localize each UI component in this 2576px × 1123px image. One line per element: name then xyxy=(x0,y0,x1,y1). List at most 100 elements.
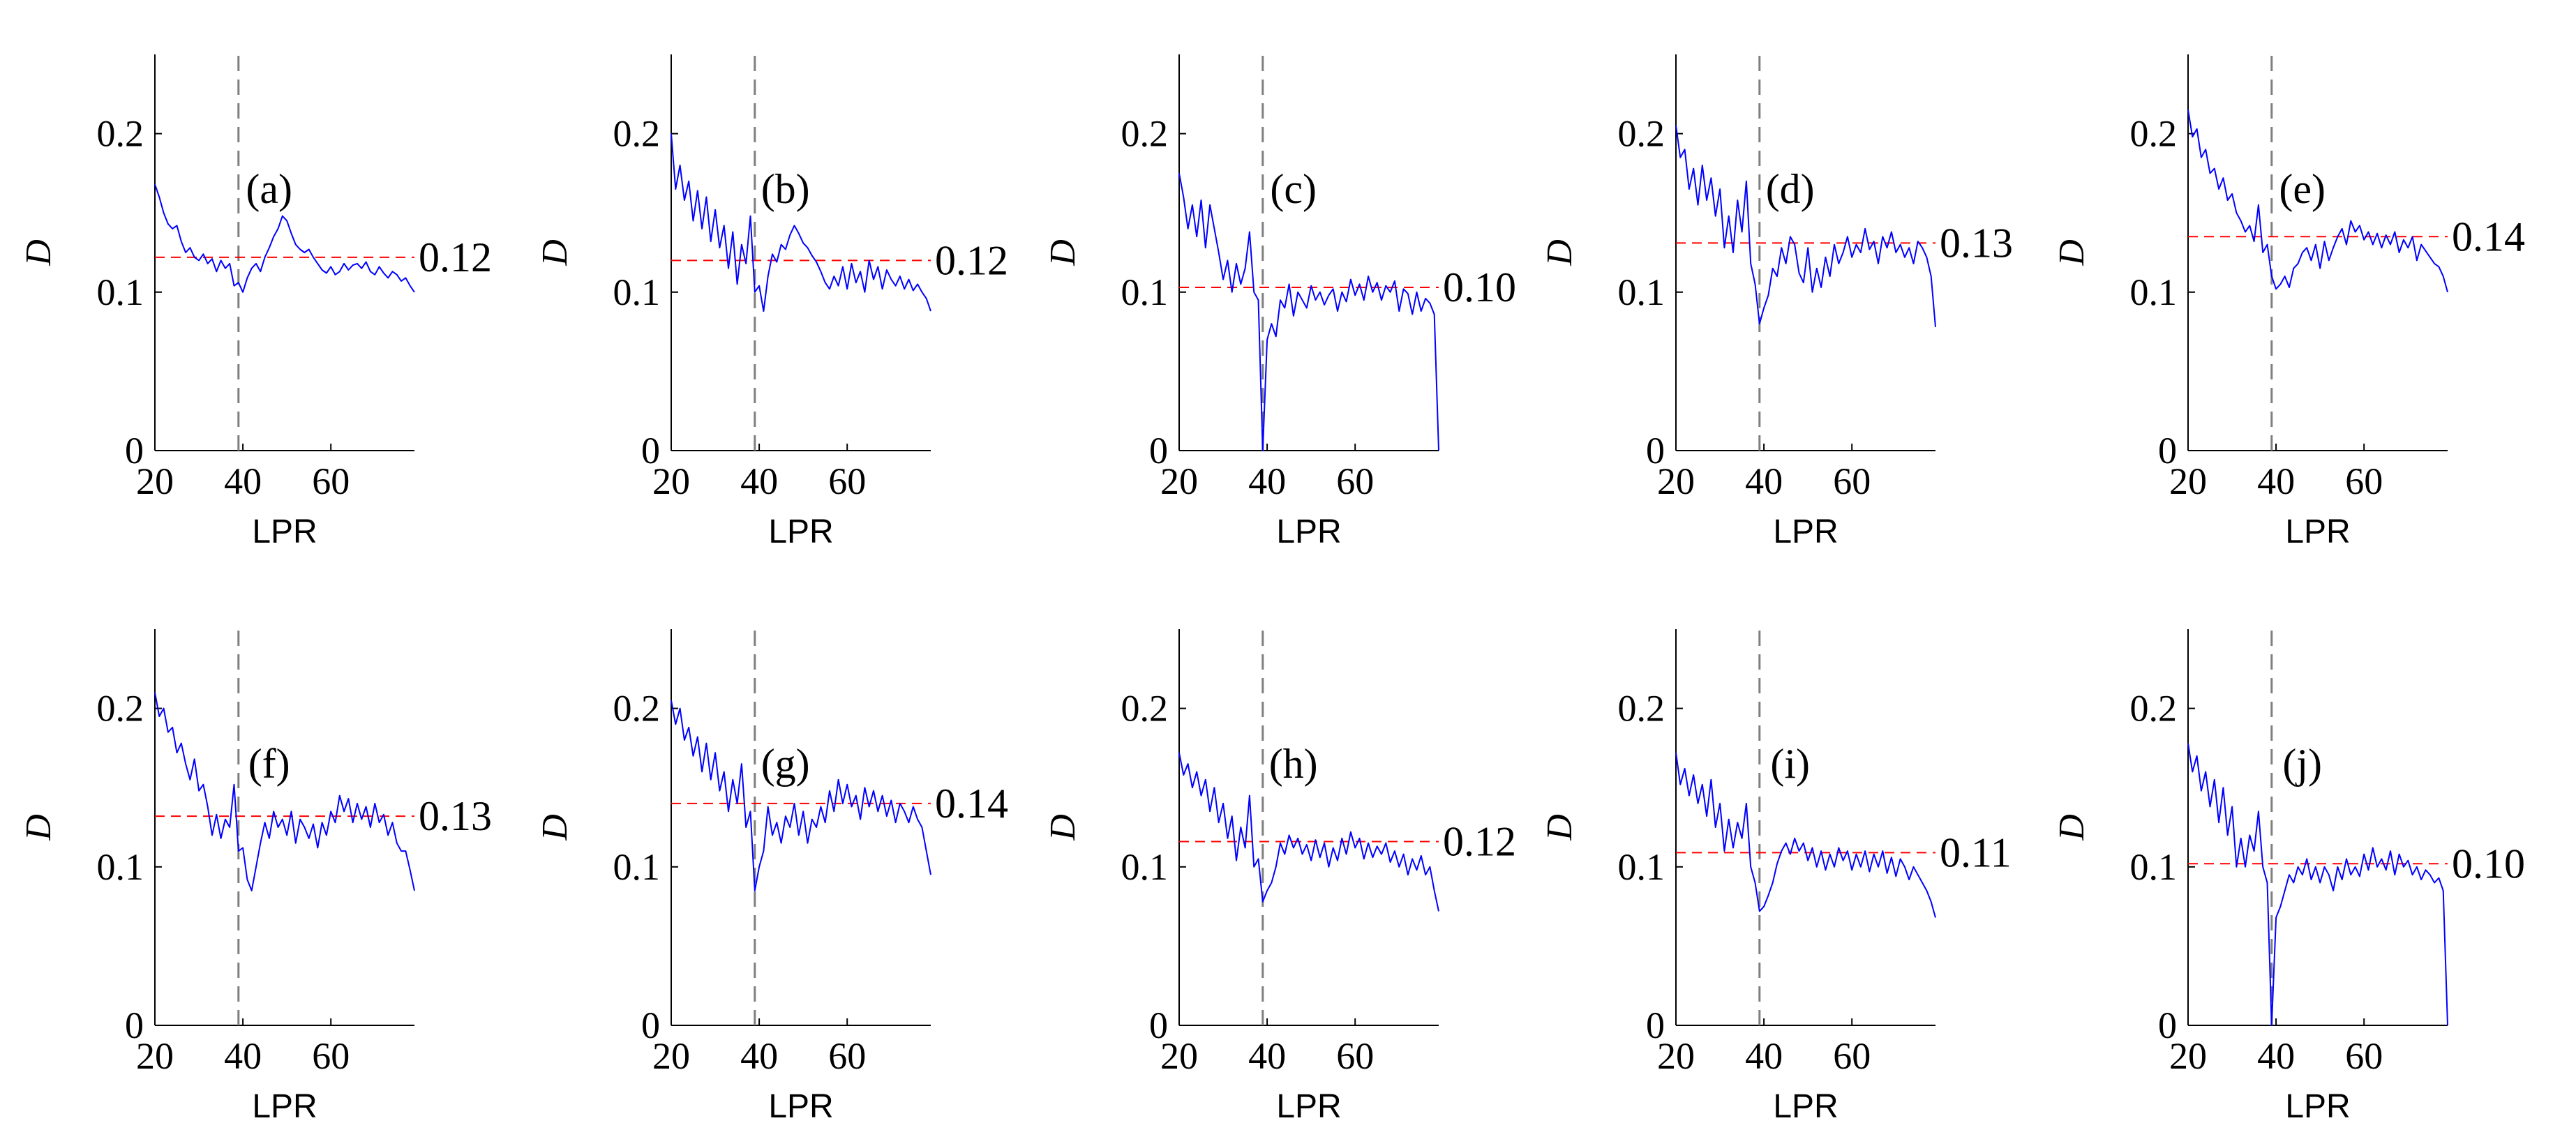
y-tick-label: 0 xyxy=(2158,430,2177,472)
series-line xyxy=(2187,110,2448,293)
x-tick-label: 20 xyxy=(1160,460,1198,502)
reference-value-label: 0.13 xyxy=(1940,220,2013,266)
panel-label: (f) xyxy=(248,741,290,787)
x-tick-label: 60 xyxy=(828,460,866,502)
reference-value-label: 0.12 xyxy=(419,234,492,280)
y-tick-label: 0 xyxy=(1149,1004,1168,1046)
x-tick-label: 20 xyxy=(1657,460,1695,502)
y-tick-label: 0 xyxy=(641,430,660,472)
y-tick-label: 0 xyxy=(1646,430,1665,472)
x-tick-label: 60 xyxy=(1833,460,1871,502)
y-axis-label: D xyxy=(535,814,575,841)
y-axis-label: D xyxy=(1540,239,1580,266)
y-axis-label: D xyxy=(2052,239,2092,266)
x-tick-label: 20 xyxy=(652,460,690,502)
x-tick-label: 20 xyxy=(136,1035,174,1077)
y-tick-label: 0.1 xyxy=(613,271,661,313)
x-tick-label: 40 xyxy=(1248,1035,1286,1077)
x-axis-label: LPR xyxy=(252,1088,317,1123)
x-tick-label: 40 xyxy=(224,1035,262,1077)
panel-label: (j) xyxy=(2282,741,2322,787)
panel-label: (c) xyxy=(1270,166,1317,212)
reference-value-label: 0.14 xyxy=(935,781,1008,827)
y-tick-label: 0.2 xyxy=(1121,113,1169,155)
y-tick-label: 0.1 xyxy=(1121,846,1169,888)
x-tick-label: 60 xyxy=(2345,460,2383,502)
y-tick-label: 0.1 xyxy=(2130,846,2178,888)
chart-panel: 0 0.1 0.2 20 40 60 LPR D (c) 0.10 xyxy=(1043,54,1516,550)
series-line xyxy=(2187,743,2448,1026)
x-axis-label: LPR xyxy=(768,1088,833,1123)
x-tick-label: 20 xyxy=(2169,460,2207,502)
series-line xyxy=(154,692,415,891)
panel-label: (g) xyxy=(761,741,810,787)
reference-value-label: 0.13 xyxy=(419,793,492,839)
y-axis-label: D xyxy=(19,814,59,841)
x-tick-label: 60 xyxy=(312,1035,350,1077)
chart-panel: 0 0.1 0.2 20 40 60 LPR D (a) 0.12 xyxy=(19,54,492,550)
x-axis-label: LPR xyxy=(1276,513,1341,550)
y-tick-label: 0 xyxy=(125,430,144,472)
panel-label: (b) xyxy=(761,166,810,212)
y-tick-label: 0 xyxy=(1646,1004,1665,1046)
x-tick-label: 60 xyxy=(2345,1035,2383,1077)
panel-label: (d) xyxy=(1766,166,1815,212)
x-tick-label: 20 xyxy=(136,460,174,502)
series-line xyxy=(1675,126,1936,327)
series-line xyxy=(671,133,931,312)
y-tick-label: 0.2 xyxy=(97,688,144,730)
x-tick-label: 40 xyxy=(224,460,262,502)
x-tick-label: 40 xyxy=(2257,1035,2295,1077)
reference-value-label: 0.12 xyxy=(935,237,1008,283)
x-tick-label: 60 xyxy=(312,460,350,502)
y-tick-label: 0.2 xyxy=(1618,113,1665,155)
y-tick-label: 0.1 xyxy=(1121,271,1169,313)
y-tick-label: 0.2 xyxy=(1121,688,1169,730)
x-axis-label: LPR xyxy=(252,513,317,550)
y-tick-label: 0 xyxy=(641,1004,660,1046)
reference-value-label: 0.10 xyxy=(1443,264,1516,310)
x-axis-label: LPR xyxy=(2285,1088,2350,1123)
panel-label: (i) xyxy=(1770,741,1810,787)
x-tick-label: 40 xyxy=(2257,460,2295,502)
y-tick-label: 0.2 xyxy=(613,113,661,155)
chart-panel: 0 0.1 0.2 20 40 60 LPR D (h) 0.12 xyxy=(1043,629,1516,1123)
y-tick-label: 0 xyxy=(125,1004,144,1046)
reference-value-label: 0.12 xyxy=(1443,818,1516,864)
y-tick-label: 0 xyxy=(2158,1004,2177,1046)
series-line xyxy=(1675,753,1936,918)
x-axis-label: LPR xyxy=(768,513,833,550)
chart-panel: 0 0.1 0.2 20 40 60 LPR D (d) 0.13 xyxy=(1540,54,2013,550)
y-tick-label: 0.1 xyxy=(613,846,661,888)
chart-panel: 0 0.1 0.2 20 40 60 LPR D (g) 0.14 xyxy=(535,629,1008,1123)
reference-value-label: 0.10 xyxy=(2452,841,2525,887)
y-tick-label: 0.2 xyxy=(97,113,144,155)
x-tick-label: 20 xyxy=(2169,1035,2207,1077)
y-tick-label: 0.1 xyxy=(1618,846,1665,888)
chart-panel: 0 0.1 0.2 20 40 60 LPR D (b) 0.12 xyxy=(535,54,1008,550)
y-tick-label: 0.1 xyxy=(97,846,144,888)
y-axis-label: D xyxy=(1043,239,1083,266)
panel-label: (e) xyxy=(2279,166,2326,212)
chart-panel: 0 0.1 0.2 20 40 60 LPR D (j) 0.10 xyxy=(2052,629,2525,1123)
y-tick-label: 0.2 xyxy=(1618,688,1665,730)
reference-value-label: 0.11 xyxy=(1940,829,2012,875)
y-axis-label: D xyxy=(19,239,59,266)
y-tick-label: 0.2 xyxy=(2130,113,2178,155)
x-axis-label: LPR xyxy=(1773,513,1838,550)
chart-panel: 0 0.1 0.2 20 40 60 LPR D (f) 0.13 xyxy=(19,629,492,1123)
x-tick-label: 20 xyxy=(652,1035,690,1077)
x-tick-label: 40 xyxy=(1745,460,1783,502)
y-tick-label: 0.2 xyxy=(2130,688,2178,730)
series-line xyxy=(1178,753,1439,912)
x-axis-label: LPR xyxy=(2285,513,2350,550)
x-tick-label: 60 xyxy=(1833,1035,1871,1077)
x-tick-label: 40 xyxy=(1745,1035,1783,1077)
x-axis-label: LPR xyxy=(1276,1088,1341,1123)
panel-label: (a) xyxy=(246,166,292,212)
x-tick-label: 40 xyxy=(1248,460,1286,502)
y-tick-label: 0 xyxy=(1149,430,1168,472)
y-tick-label: 0.1 xyxy=(97,271,144,313)
series-line xyxy=(154,183,415,293)
